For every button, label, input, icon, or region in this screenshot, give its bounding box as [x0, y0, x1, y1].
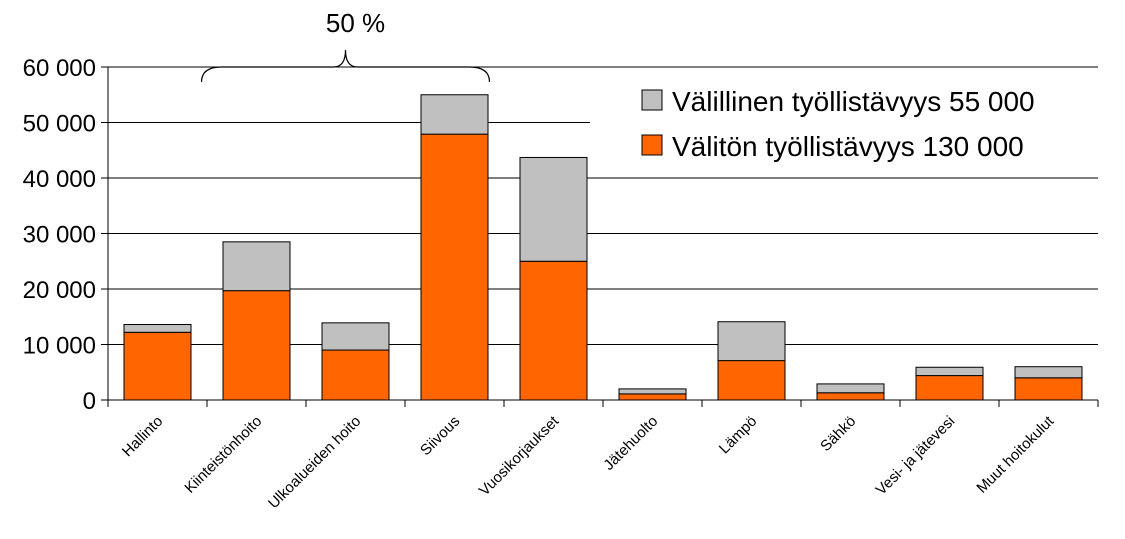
legend-swatch [641, 89, 663, 111]
x-tick-label: Lämpö [716, 413, 760, 457]
bar-direct [618, 393, 687, 401]
bar-indirect [420, 94, 489, 135]
legend-swatch [641, 134, 663, 156]
bars [123, 94, 1083, 401]
bar-indirect [1014, 366, 1083, 379]
bar-indirect [816, 383, 885, 394]
y-tick-labels: 0 10 000 20 000 30 000 40 000 50 000 60 000 [23, 55, 96, 415]
x-tick-labels: Hallinto Kiinteistönhoito Ulkoalueiden hoi… [119, 412, 1058, 512]
x-tick-label: Siivous [417, 413, 463, 459]
bar-direct [816, 392, 885, 401]
bar-direct [222, 290, 291, 401]
bar-direct [519, 260, 588, 401]
annotation-label: 50 % [326, 8, 385, 38]
legend: Välillinen työllistävyys 55 000 Välitön t… [590, 72, 1098, 176]
x-tick-label: Vesi- ja jätevesi [873, 413, 959, 499]
y-tick-label: 60 000 [23, 55, 96, 82]
x-tick-label: Kiinteistönhoito [181, 413, 265, 497]
y-tick-label: 10 000 [23, 333, 96, 360]
bar-indirect [519, 156, 588, 262]
x-tick-label: Sähkö [817, 413, 859, 455]
y-tick-label: 30 000 [23, 222, 96, 249]
bar-indirect [618, 388, 687, 395]
legend-label: Välitön työllistävyys 130 000 [672, 131, 1024, 162]
y-tick-label: 0 [83, 388, 96, 415]
bar-indirect [123, 324, 192, 333]
y-tick-label: 20 000 [23, 277, 96, 304]
bar-direct [915, 375, 984, 401]
legend-label: Välillinen työllistävyys 55 000 [672, 86, 1035, 117]
bar-direct [717, 360, 786, 401]
x-tick-label: Jätehuolto [600, 413, 661, 474]
bar-indirect [915, 366, 984, 377]
x-tick-label: Ulkoalueiden hoito [265, 413, 364, 512]
axes [101, 66, 1099, 407]
annotation-brace [200, 49, 491, 83]
bar-direct [321, 349, 390, 401]
annotation: 50 % [200, 8, 491, 83]
bar-indirect [321, 322, 390, 351]
bar-direct [1014, 377, 1083, 401]
bar-indirect [717, 321, 786, 362]
legend-box [590, 72, 1098, 176]
y-tick-label: 50 000 [23, 111, 96, 138]
bar-indirect [222, 241, 291, 292]
y-tick-label: 40 000 [23, 166, 96, 193]
bar-direct [420, 133, 489, 401]
bar-direct [123, 331, 192, 401]
x-tick-label: Vuosikorjaukset [476, 412, 563, 499]
x-tick-label: Hallinto [119, 413, 166, 460]
x-tick-label: Muut hoitokulut [973, 412, 1058, 497]
